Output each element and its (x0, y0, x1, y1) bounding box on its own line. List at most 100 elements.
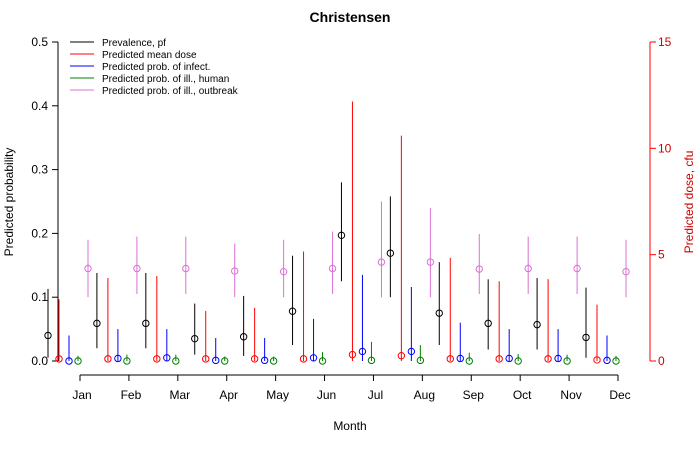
x-tick-label: Jul (368, 388, 383, 402)
x-tick-label: Feb (121, 388, 142, 402)
data-point (114, 354, 122, 363)
y-axis-right-label: Predicted dose, cfu (682, 151, 696, 254)
data-point (337, 231, 346, 240)
x-tick-label: Apr (219, 388, 238, 402)
data-point (279, 267, 288, 276)
data-point (563, 357, 571, 365)
data-point (622, 267, 630, 276)
x-tick-label: Mar (169, 388, 190, 402)
data-point (260, 356, 269, 365)
data-point (456, 354, 464, 363)
y-axis-label: Predicted probability (2, 148, 16, 257)
data-point (231, 267, 239, 275)
data-point (44, 331, 52, 340)
y-right-tick-label: 10 (658, 141, 672, 155)
data-point (377, 258, 386, 266)
x-tick-label: Jan (72, 388, 91, 402)
data-point (465, 357, 473, 365)
data-point (328, 264, 337, 273)
data-point (612, 357, 620, 365)
data-point (123, 357, 131, 365)
x-tick-label: Nov (560, 388, 581, 402)
data-point (533, 320, 541, 329)
data-point (239, 333, 248, 341)
data-point (386, 249, 395, 257)
data-point (544, 355, 552, 363)
chart-title: Christensen (310, 9, 391, 25)
series-predicted-prob-of-infect (65, 274, 611, 365)
data-point (299, 355, 308, 363)
data-point (269, 357, 278, 365)
data-point (93, 319, 101, 328)
data-point (475, 265, 483, 273)
y-tick-label: 0.3 (31, 163, 48, 177)
x-tick-label: Aug (414, 388, 435, 402)
data-point (348, 350, 357, 359)
data-point (318, 357, 327, 365)
y-tick-label: 0.5 (31, 35, 48, 49)
data-point (212, 356, 220, 365)
data-point (573, 264, 581, 273)
legend-label: Predicted prob. of ill., outbreak (102, 86, 239, 97)
x-tick-label: Oct (513, 388, 532, 402)
data-point (397, 351, 406, 360)
y-tick-label: 0.0 (31, 354, 48, 368)
x-tick-label: Dec (609, 388, 630, 402)
data-point (554, 354, 562, 363)
data-point (182, 264, 190, 273)
data-point (358, 347, 367, 356)
y-tick-label: 0.2 (31, 226, 48, 240)
y-right-tick-label: 5 (658, 248, 665, 262)
data-point (514, 357, 522, 365)
y-right-tick-label: 0 (658, 354, 665, 368)
data-point (65, 357, 73, 365)
y-tick-label: 0.1 (31, 290, 48, 304)
x-tick-label: May (266, 388, 289, 402)
data-point (505, 354, 513, 363)
series-predicted-mean-dose (55, 101, 601, 364)
x-tick-label: Sep (463, 388, 485, 402)
data-point (288, 307, 297, 315)
data-point (524, 264, 532, 273)
data-point (153, 355, 161, 363)
axes: 0.0 0.1 0.2 0.3 0.4 0.5 0 5 10 15 Jan Feb Mar Apr May J… (31, 35, 671, 402)
x-axis-label: Month (333, 419, 366, 433)
data-point (495, 355, 503, 363)
data-point (367, 356, 376, 365)
data-point (84, 264, 92, 273)
data-point (133, 264, 141, 273)
data-point (582, 333, 590, 342)
data-point (221, 357, 229, 365)
data-point (309, 354, 318, 362)
data-point (191, 334, 199, 343)
data-point (104, 355, 112, 363)
legend-label: Predicted prob. of ill., human (102, 74, 229, 85)
data-point (163, 354, 171, 362)
y-right-tick-label: 15 (658, 35, 672, 49)
series-predicted-prob-of-ill-human (74, 341, 620, 365)
data-point (172, 357, 180, 365)
data-point (593, 356, 601, 364)
data-point (55, 355, 63, 363)
data-point (74, 357, 82, 365)
series-prevalence-pf (44, 182, 590, 358)
series-predicted-prob-of-ill-outbreak (84, 201, 630, 298)
chart-marks (44, 101, 630, 365)
data-point (426, 258, 435, 266)
data-point (142, 319, 150, 328)
data-point (407, 347, 416, 356)
data-point (202, 355, 210, 363)
data-point (435, 309, 443, 317)
data-point (603, 356, 611, 365)
data-point (484, 319, 492, 328)
data-point (250, 355, 259, 363)
legend-label: Prevalence, pf (102, 38, 166, 49)
legend-label: Predicted prob. of infect. (102, 62, 210, 73)
y-tick-label: 0.4 (31, 99, 48, 113)
x-tick-label: Jun (317, 388, 336, 402)
legend-label: Predicted mean dose (102, 50, 197, 61)
data-point (446, 355, 454, 363)
